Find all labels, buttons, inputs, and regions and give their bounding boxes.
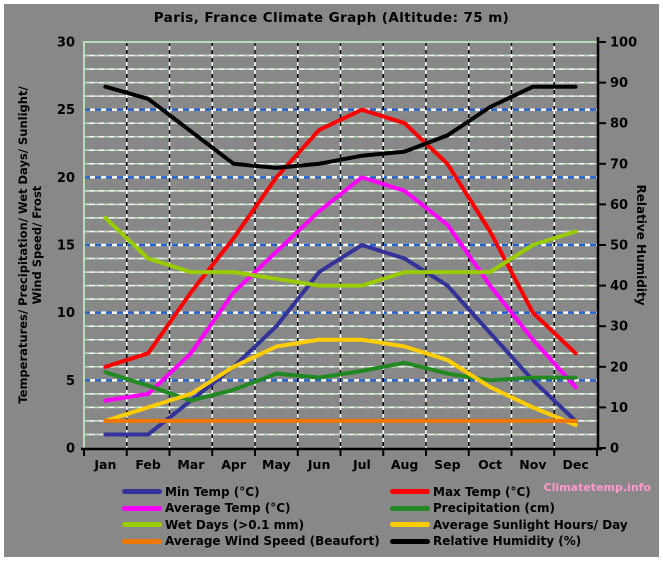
right-axis-tick-label: 30 [610,320,628,335]
right-axis-tick-label: 100 [610,36,637,51]
right-axis-tick-label: 40 [610,279,628,294]
right-axis-tick-label: 50 [610,239,628,254]
legend-swatch-wind-speed [122,538,162,544]
legend-label-precipitation: Precipitation (cm) [433,501,556,515]
legend-swatch-min-temp [122,489,162,494]
month-label: Dec [562,457,588,472]
legend-item-average-temp: Average Temp (°C) [122,501,390,516]
month-label: Apr [221,457,247,472]
series-line-humidity [103,84,578,170]
series-line-max-temp [103,107,578,369]
legend-swatch-sunlight [390,522,430,527]
legend-item-humidity: Relative Humidity (%) [390,534,628,549]
month-label: Oct [478,457,502,472]
left-axis-tick-label: 5 [66,374,75,389]
legend-swatch-average-temp [122,505,162,511]
legend-swatch-humidity [390,538,430,544]
climate-chart-plot: 0 10 20 30 40 50 60 70 80 90 100 0 5 10 15 20 25 30 Jan Feb… [57,36,637,473]
month-label: Jun [307,457,330,472]
left-axis-tick-label: 20 [57,171,75,186]
month-label: Feb [135,457,161,472]
legend-item-max-temp: Max Temp (°C) [390,484,628,499]
page-title: Paris, France Climate Graph (Altitude: 7… [153,10,510,26]
watermark: Climatetemp.info [543,481,651,494]
left-axis-tick-label: 0 [66,442,75,457]
legend-label-humidity: Relative Humidity (%) [433,534,582,548]
month-label: Aug [391,457,419,472]
left-axis-tick-label: 25 [57,103,75,118]
month-label: May [262,457,291,472]
month-label: Jan [93,457,116,472]
legend-label-wind-speed: Average Wind Speed (Beaufort) [165,534,380,548]
left-axis-tick-label: 30 [57,36,75,51]
series-line-wet-days [103,215,578,288]
series-line-min-temp [103,243,578,437]
series-line-average-temp [103,175,578,403]
legend-item-wind-speed: Average Wind Speed (Beaufort) [122,534,390,549]
right-axis-tick-label: 0 [610,442,619,457]
right-axis-tick-label: 10 [610,401,628,416]
legend-item-min-temp: Min Temp (°C) [122,484,390,499]
legend-swatch-wet-days [122,522,162,527]
legend-label-min-temp: Min Temp (°C) [165,484,260,499]
legend-item-precipitation: Precipitation (cm) [390,501,628,516]
legend-label-max-temp: Max Temp (°C) [433,484,531,499]
right-axis-tick-label: 20 [610,360,628,375]
right-axis-tick-label: 70 [610,157,628,172]
month-label: Sep [434,457,460,472]
right-axis-tick-label: 90 [610,76,628,91]
right-axis-tick-label: 60 [610,198,628,213]
legend-label-average-temp: Average Temp (°C) [165,501,291,515]
month-label: Nov [519,457,546,472]
legend-item-sunlight: Average Sunlight Hours/ Day [390,517,628,532]
chart-legend: Min Temp (°C) Max Temp (°C) Average Temp… [122,484,628,549]
legend-item-wet-days: Wet Days (>0.1 mm) [122,517,390,532]
legend-swatch-max-temp [390,489,430,494]
left-axis-tick-label: 10 [57,306,75,321]
series-line-sunlight [103,337,578,427]
left-axis-tick-label: 15 [57,239,75,254]
legend-swatch-precipitation [390,505,430,511]
legend-label-wet-days: Wet Days (>0.1 mm) [165,517,305,532]
month-label: Mar [177,457,205,472]
month-label: Jul [352,457,371,472]
right-axis-tick-label: 80 [610,117,628,132]
legend-label-sunlight: Average Sunlight Hours/ Day [433,517,628,532]
